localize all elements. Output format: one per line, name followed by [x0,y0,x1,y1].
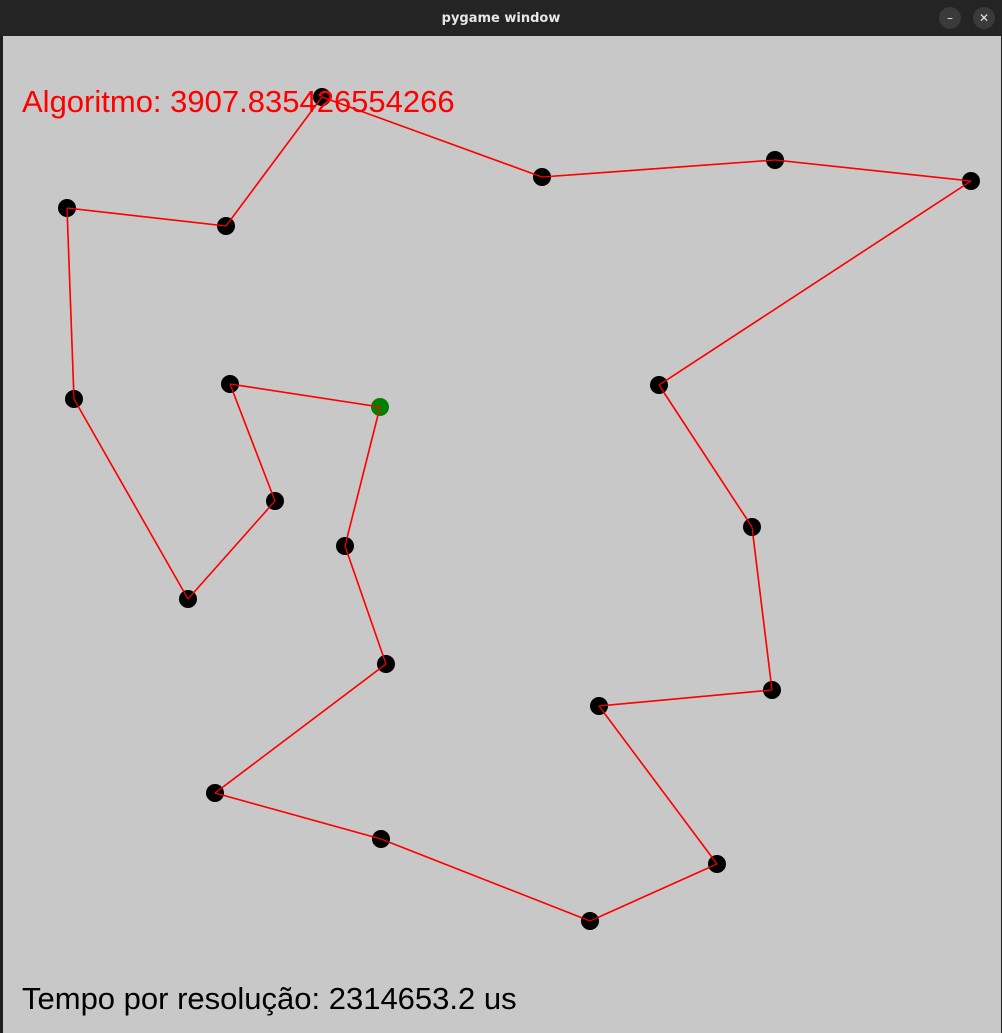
route-edge-overlay [229,383,381,408]
route-edge-overlay [321,96,543,178]
route-edge-overlay [541,159,776,178]
minimize-icon: – [947,11,953,25]
route-edge-overlay [225,96,323,227]
route-edge-overlay [66,207,227,227]
window-title: pygame window [441,10,561,26]
route-edge-overlay [344,545,387,665]
route-edge-overlay [598,705,718,865]
route-edge-overlay [214,792,382,840]
route-edge-overlay [344,406,381,547]
close-icon: ✕ [978,11,990,25]
route-graph [58,88,980,930]
route-edge-overlay [658,180,972,386]
time-label: Tempo por resolução: 2314653.2 us [22,981,517,1016]
minimize-button[interactable]: – [939,7,961,29]
game-canvas[interactable]: Algoritmo: 3907.835426554266 Tempo por r… [3,36,1001,1033]
window-titlebar[interactable]: pygame window – ✕ [0,0,1002,36]
route-edge-overlay [73,398,189,600]
close-button[interactable]: ✕ [973,7,995,29]
algorithm-label: Algoritmo: 3907.835426554266 [22,84,455,119]
route-edge-overlay [774,159,972,182]
route-edge-overlay [187,500,276,600]
route-edge-overlay [229,383,276,502]
route-edge-overlay [66,207,75,400]
route-edge-overlay [598,689,773,707]
route-edge-overlay [380,838,591,922]
route-edge-overlay [658,384,753,528]
route-edge-overlay [751,526,773,691]
route-edge-overlay [214,663,387,794]
route-edge-overlay [589,863,718,922]
